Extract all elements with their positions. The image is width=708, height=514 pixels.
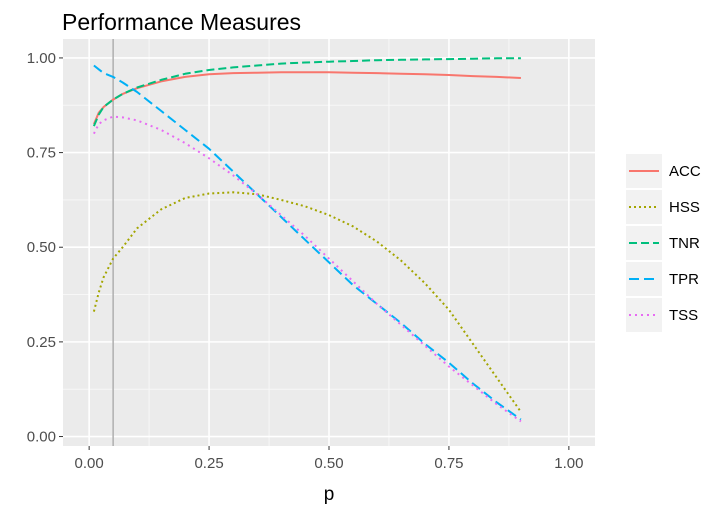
x-tick-label: 0.00 (75, 455, 104, 472)
legend: ACC HSS TNR TPR TSS (626, 154, 701, 332)
x-tick-label: 1.00 (554, 455, 583, 472)
x-tick-label: 0.50 (314, 455, 343, 472)
y-axis-ticks: 0.00 0.25 0.50 0.75 1.00 (27, 50, 63, 446)
y-tick-label: 0.25 (27, 334, 56, 351)
series-line-tss (93, 115, 522, 423)
series-line-hss (92, 191, 522, 413)
major-gridlines (63, 39, 595, 446)
x-axis-ticks: 0.00 0.25 0.50 0.75 1.00 (75, 446, 583, 472)
series-line-tpr (93, 64, 522, 421)
series-lines (92, 57, 522, 423)
series-line-tnr (92, 57, 521, 127)
x-tick-label: 0.75 (434, 455, 463, 472)
x-axis-title: p (324, 484, 335, 505)
chart-title: Performance Measures (62, 9, 301, 35)
y-tick-label: 0.00 (27, 429, 56, 446)
x-tick-label: 0.25 (194, 455, 223, 472)
legend-label-tnr: TNR (669, 235, 700, 252)
legend-key-background (626, 298, 662, 332)
legend-label-tpr: TPR (669, 271, 699, 288)
y-tick-label: 0.75 (27, 145, 56, 162)
y-tick-label: 0.50 (27, 239, 56, 256)
legend-label-acc: ACC (669, 163, 701, 180)
y-tick-label: 1.00 (27, 50, 56, 67)
legend-label-tss: TSS (669, 307, 698, 324)
legend-label-hss: HSS (669, 199, 700, 216)
